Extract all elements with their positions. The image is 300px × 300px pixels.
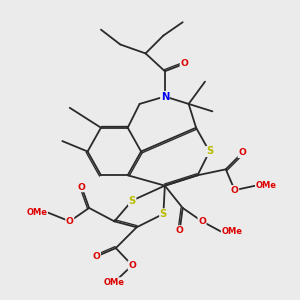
Text: O: O (198, 217, 206, 226)
Text: OMe: OMe (26, 208, 47, 217)
Text: O: O (238, 148, 246, 158)
Text: OMe: OMe (104, 278, 125, 287)
Text: O: O (231, 186, 239, 195)
Text: S: S (206, 146, 213, 157)
Text: O: O (176, 226, 184, 235)
Text: O: O (66, 217, 74, 226)
Text: O: O (78, 183, 86, 192)
Text: N: N (161, 92, 169, 101)
Text: OMe: OMe (221, 227, 242, 236)
Text: S: S (128, 196, 136, 206)
Text: S: S (160, 209, 167, 219)
Text: O: O (93, 252, 101, 261)
Text: OMe: OMe (256, 181, 277, 190)
Text: O: O (128, 261, 136, 270)
Text: O: O (180, 59, 188, 68)
